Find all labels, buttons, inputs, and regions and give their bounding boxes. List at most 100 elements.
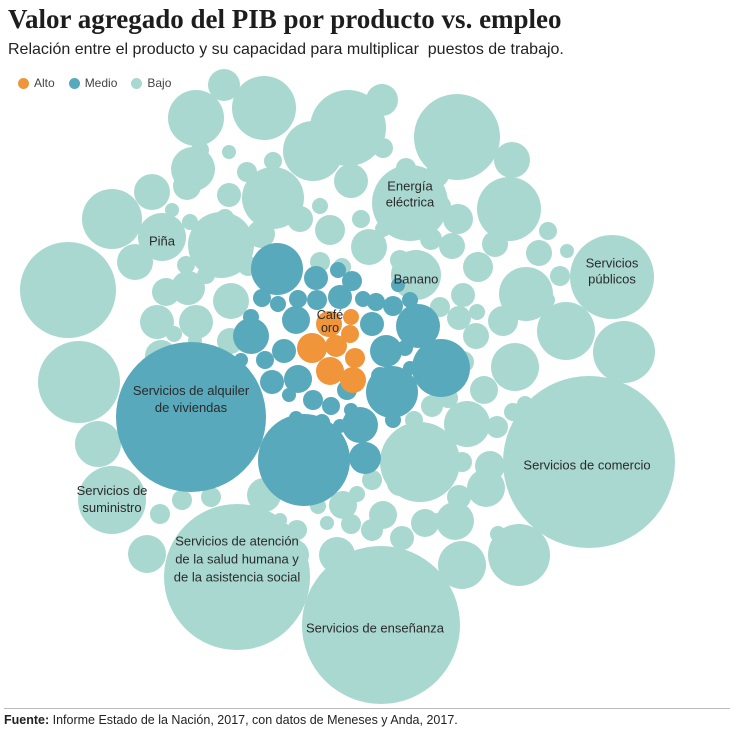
bubble [370, 335, 402, 367]
bubble-label: Servicios de alquiler [133, 383, 250, 398]
bubble [430, 513, 446, 529]
bubble [421, 395, 443, 417]
bubble [482, 231, 508, 257]
bubble [537, 302, 595, 360]
chart-title: Valor agregado del PIB por producto vs. … [8, 4, 562, 34]
bubble [173, 172, 201, 200]
bubble [314, 414, 330, 430]
bubble [447, 485, 471, 509]
bubble [20, 242, 116, 338]
bubble [463, 323, 489, 349]
bubble [463, 252, 493, 282]
bubble [287, 520, 307, 540]
bubble [307, 290, 327, 310]
bubble [527, 493, 545, 511]
bubble [333, 419, 347, 433]
bubble [477, 177, 541, 241]
bubble [138, 213, 186, 261]
bubble [351, 229, 387, 265]
bubble [165, 203, 179, 217]
bubble-label: Servicios de [77, 483, 148, 498]
bubble [233, 318, 269, 354]
bubble [425, 163, 449, 187]
bubble [491, 343, 539, 391]
bubble [438, 541, 486, 589]
bubble [341, 325, 359, 343]
bubble [270, 296, 286, 312]
bubble-label: de la asistencia social [174, 569, 301, 584]
bubble [405, 411, 423, 429]
source-text: Informe Estado de la Nación, 2017, con d… [49, 713, 458, 727]
bubble [349, 442, 381, 474]
bubble [360, 312, 384, 336]
bubble [345, 348, 365, 368]
bubble [420, 228, 442, 250]
bubble [234, 353, 248, 367]
bubble [213, 283, 249, 319]
bubble [412, 339, 470, 397]
bubble [38, 341, 120, 423]
bubble [451, 283, 475, 307]
bubble [216, 209, 234, 227]
bubble [182, 214, 198, 230]
bubble [362, 470, 382, 490]
bubble [469, 304, 485, 320]
bubble-label: Banano [394, 271, 439, 286]
bubble-label: oro [321, 321, 339, 335]
bubble [140, 305, 174, 339]
bubble [367, 293, 385, 311]
legend-item-alto: Alto [18, 76, 55, 90]
bubble [391, 278, 405, 292]
bubble [243, 309, 259, 325]
bubble [373, 138, 393, 158]
bubble [439, 233, 465, 259]
bubble [281, 182, 299, 200]
bubble [340, 367, 366, 393]
bubble [320, 516, 334, 530]
bubble-label: de viviendas [155, 400, 228, 415]
bubble [330, 262, 346, 278]
legend-label-medio: Medio [84, 76, 118, 90]
bubble [247, 220, 275, 248]
bubble-label: públicos [588, 271, 636, 286]
legend: Alto Medio Bajo [18, 76, 171, 90]
bubble [352, 210, 370, 228]
footer-divider [4, 708, 730, 709]
bubble [443, 428, 461, 446]
bubble [201, 487, 221, 507]
bubble [128, 535, 166, 573]
bubble [550, 266, 570, 286]
bubble [570, 235, 654, 319]
bubble [260, 370, 284, 394]
bubble [284, 365, 312, 393]
bubble [277, 539, 309, 571]
bubble [166, 326, 182, 342]
bubble [390, 250, 410, 270]
source-note: Fuente: Informe Estado de la Nación, 201… [4, 713, 458, 727]
bubble [303, 390, 323, 410]
legend-item-bajo: Bajo [131, 76, 171, 90]
bubble [443, 204, 473, 234]
bubble [431, 196, 451, 216]
bubble [289, 411, 303, 425]
bubble [78, 466, 146, 534]
bubble [117, 244, 153, 280]
bubble [341, 514, 361, 534]
bubble [430, 297, 450, 317]
bubble [172, 490, 192, 510]
bubble [316, 311, 342, 337]
bubble [371, 367, 389, 385]
bubble [197, 266, 215, 284]
legend-label-alto: Alto [34, 76, 55, 90]
bubble [237, 162, 257, 182]
bubble [302, 546, 460, 704]
bubble [200, 245, 216, 261]
bubble [343, 309, 359, 325]
bubble [385, 412, 401, 428]
bubble [217, 183, 241, 207]
bubble-label: Café [317, 308, 343, 322]
bubble [150, 504, 170, 524]
bubble [329, 491, 357, 519]
bubble [334, 164, 368, 198]
bubble [179, 305, 213, 339]
